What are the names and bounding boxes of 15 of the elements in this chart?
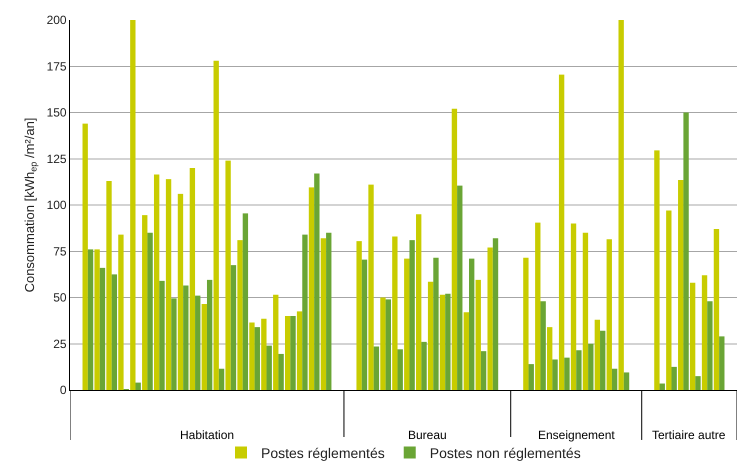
y-tick-label: 50 bbox=[53, 290, 67, 305]
legend-label: Postes non réglementés bbox=[430, 444, 581, 461]
text: Tertiaire autre bbox=[652, 428, 726, 442]
y-tick-label: 175 bbox=[46, 59, 67, 74]
text: Bureau bbox=[408, 428, 447, 442]
y-tick-label: 0 bbox=[60, 383, 67, 398]
y-tick-label: 125 bbox=[46, 152, 67, 166]
y-tick-label: 25 bbox=[53, 336, 67, 351]
y-tick-label: 200 bbox=[46, 13, 67, 28]
legend-label: Postes réglementés bbox=[261, 444, 385, 461]
y-tick-label: 100 bbox=[46, 198, 67, 212]
y-tick-label: 150 bbox=[46, 106, 67, 120]
text: Enseignement bbox=[538, 428, 616, 442]
text: Habitation bbox=[180, 428, 234, 442]
y-tick-label: 75 bbox=[53, 244, 67, 258]
